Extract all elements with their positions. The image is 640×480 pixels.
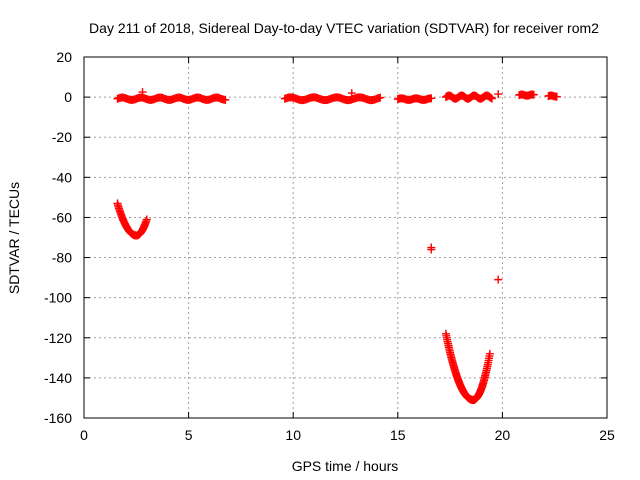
plot-frame — [83, 56, 608, 419]
data-point — [552, 92, 561, 101]
x-tick-label: 5 — [185, 427, 193, 443]
data-point — [221, 95, 230, 104]
y-tick-label: -120 — [44, 330, 72, 346]
data-point — [487, 94, 496, 103]
chart-title: Day 211 of 2018, Sidereal Day-to-day VTE… — [89, 20, 599, 36]
data-point — [427, 245, 436, 254]
data-point — [494, 275, 503, 284]
data-point — [427, 94, 436, 103]
data-point — [494, 90, 503, 99]
x-tick-label: 15 — [390, 427, 406, 443]
x-tick-label: 10 — [285, 427, 301, 443]
y-tick-label: -140 — [44, 370, 72, 386]
y-tick-label: -20 — [52, 129, 72, 145]
y-tick-label: -80 — [52, 250, 72, 266]
y-tick-label: -60 — [52, 209, 72, 225]
x-tick-label: 20 — [495, 427, 511, 443]
data-point — [138, 88, 147, 97]
data-point — [347, 89, 356, 98]
axis-ticks: 0 5 10 15 20 25 -160 -140 -120 -100 -80 -60 -40 -20 0 2… — [44, 49, 615, 443]
y-tick-label: 20 — [56, 49, 72, 65]
y-tick-label: -40 — [52, 169, 72, 185]
data-point — [142, 215, 151, 224]
data-point — [485, 349, 494, 358]
data-point — [376, 93, 385, 102]
y-tick-label: 0 — [64, 89, 72, 105]
grid — [84, 57, 607, 418]
x-tick-label: 25 — [599, 427, 615, 443]
x-tick-label: 0 — [80, 427, 88, 443]
data-point — [529, 90, 538, 99]
data-series — [113, 88, 561, 404]
y-axis-label: SDTVAR / TECUs — [6, 182, 22, 294]
y-tick-label: -160 — [44, 410, 72, 426]
y-tick-label: -100 — [44, 290, 72, 306]
x-axis-label: GPS time / hours — [292, 458, 399, 474]
